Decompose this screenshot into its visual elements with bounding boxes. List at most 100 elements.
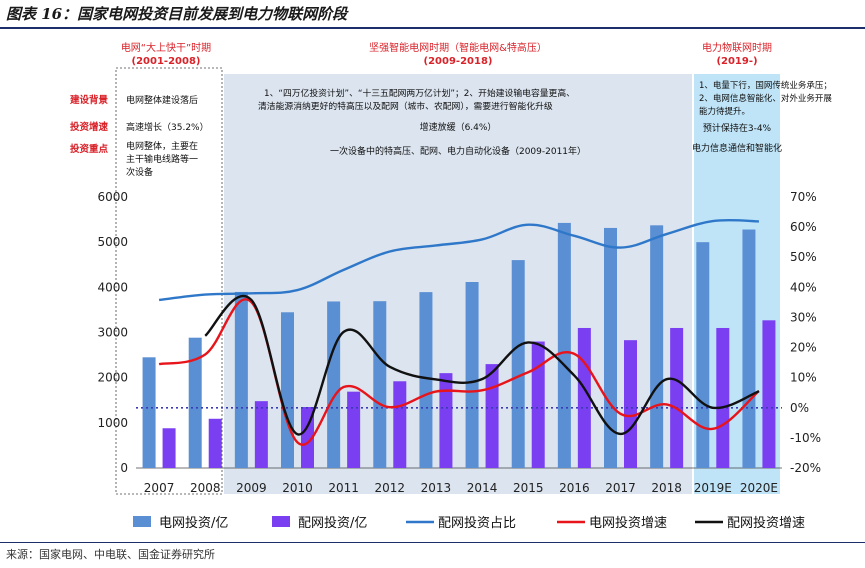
legend-label: 配网投资占比 (438, 515, 516, 531)
right-tick-label: 30% (790, 310, 817, 324)
legend-swatch (272, 516, 290, 527)
bar-grid-investment (650, 225, 664, 468)
phase-3-background-line-2: 2、电网信息智能化、对外业务开展 (699, 93, 832, 104)
x-tick-label: 2018 (651, 481, 682, 495)
x-tick-label: 2009 (236, 481, 267, 495)
bar-distribution-investment (762, 320, 776, 468)
phase-3-background-line-3: 能力待提升。 (699, 106, 750, 117)
x-axis-ticks: 2007 2008 2009 2010 2011 2012 2013 2014 2015 2016… (144, 481, 778, 495)
bar-grid-investment (327, 301, 341, 468)
left-tick-label: 6000 (97, 190, 128, 204)
x-tick-label: 2010 (282, 481, 313, 495)
line-series (158, 218, 760, 446)
legend-swatch (133, 516, 151, 527)
phase-1-focus-line-2: 主干输电线路等一 (126, 153, 198, 165)
bar-distribution-investment (577, 327, 591, 468)
distribution-growth-line (204, 295, 760, 436)
legend-label: 电网投资/亿 (159, 515, 228, 531)
bar-grid-investment (557, 222, 571, 468)
bar-distribution-investment (531, 341, 545, 468)
phase-2-period: (2009-2018) (424, 56, 493, 67)
bar-grid-investment (465, 282, 479, 468)
bar-grid-investment (281, 312, 294, 468)
phase-1-panel (115, 67, 223, 495)
phase-2-background-line-1: 1、“四万亿投资计划”、“十三五配网两万亿计划”；2、开始建设输电容量更高、 (264, 87, 575, 99)
phase-3-focus: 电力信息通信和智能化 (692, 142, 782, 154)
phase-1-focus-line-3: 次设备 (126, 166, 153, 178)
left-tick-label: 4000 (97, 280, 128, 294)
x-tick-label: 2017 (605, 481, 636, 495)
right-tick-label: 0% (790, 401, 809, 415)
right-tick-label: 50% (790, 250, 817, 264)
right-tick-label: -10% (790, 431, 821, 445)
source-note: 来源：国家电网、中电联、国金证券研究所 (6, 548, 215, 561)
phase-2-background-line-2: 清洁能源消纳更好的特高压以及配网（城市、农配网），需要进行智能化升级 (258, 100, 553, 112)
bar-distribution-investment (624, 340, 637, 468)
phase-3-growth: 预计保持在3-4% (703, 122, 772, 134)
phase-2-focus: 一次设备中的特高压、配网、电力自动化设备（2009-2011年） (330, 145, 586, 157)
bar-distribution-investment (254, 401, 268, 468)
bar-grid-investment (373, 301, 387, 468)
right-axis-ticks: -20% -10% 0% 10% 20% 30% 40% 50% 60% 70% (790, 190, 821, 475)
left-tick-label: 2000 (97, 371, 128, 385)
x-tick-label: 2019E (694, 481, 732, 495)
bar-series (142, 222, 776, 468)
legend: 电网投资/亿 配网投资/亿 配网投资占比 电网投资增速 配网投资增速 (133, 515, 805, 531)
bar-distribution-investment (393, 381, 407, 468)
bar-grid-investment (234, 291, 248, 468)
phase-1-period: (2001-2008) (132, 56, 201, 67)
phase-2-name: 坚强智能电网时期（智能电网&特高压） (369, 41, 547, 54)
x-tick-label: 2015 (513, 481, 544, 495)
bar-distribution-investment (439, 373, 453, 468)
figure-title: 图表 16：国家电网投资目前发展到电力物联网阶段 (6, 5, 348, 23)
phase-1-focus-line-1: 电网整体，主要在 (126, 140, 198, 152)
right-tick-label: 60% (790, 220, 817, 234)
right-tick-label: -20% (790, 461, 821, 475)
legend-label: 配网投资增速 (727, 515, 805, 531)
x-tick-label: 2007 (144, 481, 175, 495)
left-tick-label: 1000 (97, 416, 128, 430)
phase-3-period: (2019-) (716, 56, 757, 67)
x-tick-label: 2013 (421, 481, 452, 495)
bar-distribution-investment (716, 327, 730, 468)
phase-1-growth: 高速增长（35.2%） (126, 121, 209, 133)
phase-1-name: 电网“大上快干”时期 (121, 41, 211, 54)
left-tick-label: 5000 (97, 235, 128, 249)
row-label-focus: 投资重点 (70, 143, 109, 155)
phase-2-growth: 增速放缓（6.4%） (420, 121, 497, 133)
right-tick-label: 20% (790, 341, 817, 355)
left-tick-label: 3000 (97, 326, 128, 340)
bottom-rule (0, 542, 865, 543)
phase-3-background-line-1: 1、电量下行，国网传统业务承压； (699, 80, 832, 91)
right-tick-label: 40% (790, 280, 817, 294)
x-tick-label: 2020E (740, 481, 778, 495)
bar-grid-investment (142, 357, 156, 468)
chart-canvas: 电网“大上快干”时期 (2001-2008) 坚强智能电网时期（智能电网&特高压… (69, 41, 832, 531)
grid-growth-line (158, 298, 760, 446)
bar-grid-investment (511, 260, 525, 468)
bar-distribution-investment (670, 327, 684, 468)
x-tick-label: 2012 (375, 481, 406, 495)
right-tick-label: 70% (790, 190, 817, 204)
ratio-line (158, 218, 759, 302)
phase-1-background: 电网整体建设落后 (126, 94, 198, 106)
bar-distribution-investment (485, 364, 499, 468)
legend-label: 电网投资增速 (589, 515, 667, 531)
left-axis-ticks: 0 1000 2000 3000 4000 5000 6000 (97, 190, 128, 475)
bar-grid-investment (188, 337, 202, 468)
bar-grid-investment (696, 242, 710, 468)
phase-3-name: 电力物联网时期 (702, 41, 772, 54)
x-tick-label: 2014 (467, 481, 498, 495)
x-tick-label: 2016 (559, 481, 590, 495)
x-tick-label: 2011 (328, 481, 359, 495)
title-rule (0, 27, 865, 29)
row-label-background: 建设背景 (69, 94, 109, 106)
legend-label: 配网投资/亿 (298, 515, 367, 531)
bar-grid-investment (419, 292, 433, 468)
bar-distribution-investment (208, 418, 222, 468)
bar-distribution-investment (162, 428, 176, 468)
x-tick-label: 2008 (190, 481, 221, 495)
left-tick-label: 0 (120, 461, 128, 475)
bar-distribution-investment (347, 391, 361, 468)
bar-grid-investment (742, 229, 756, 468)
